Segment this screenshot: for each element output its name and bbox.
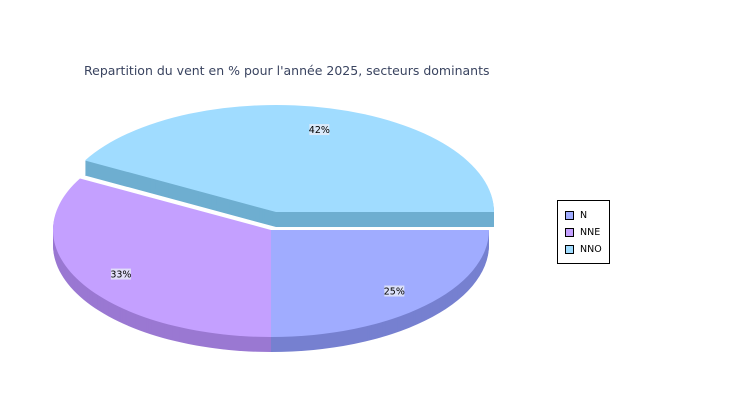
- legend-swatch: [565, 245, 574, 254]
- legend-label: N: [580, 210, 588, 221]
- legend-item-n: N: [565, 210, 587, 222]
- legend: N NNE NNO: [557, 200, 610, 264]
- legend-swatch: [565, 211, 574, 220]
- data-label-nne: 33%: [110, 270, 131, 281]
- slice-nne: [53, 178, 272, 352]
- legend-item-nno: NNO: [565, 244, 602, 256]
- legend-label: NNE: [580, 227, 601, 238]
- slice-top: [84, 105, 494, 212]
- slice-top: [53, 178, 272, 337]
- slice-nno: [84, 105, 494, 227]
- data-label-bg: [384, 285, 405, 297]
- data-label-nno: 42%: [309, 125, 330, 136]
- slice-n: [271, 230, 489, 352]
- data-label-bg: [110, 268, 131, 280]
- data-label-bg: [309, 124, 330, 136]
- legend-item-nne: NNE: [565, 227, 600, 239]
- slice-top: [271, 230, 489, 337]
- chart-title: Repartition du vent en % pour l'année 20…: [84, 63, 490, 78]
- legend-swatch: [565, 228, 574, 237]
- legend-label: NNO: [580, 244, 602, 255]
- data-label-n: 25%: [384, 287, 405, 298]
